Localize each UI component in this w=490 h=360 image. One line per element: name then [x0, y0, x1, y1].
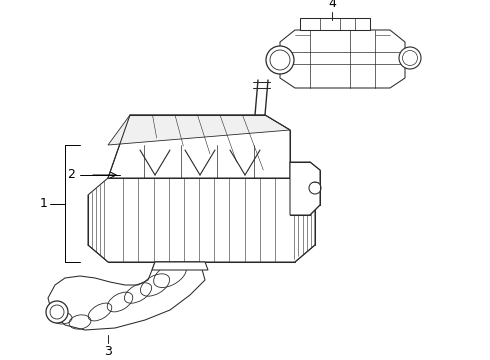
Text: 4: 4: [328, 0, 336, 10]
Ellipse shape: [266, 46, 294, 74]
Text: 3: 3: [104, 345, 112, 358]
Polygon shape: [108, 115, 290, 178]
Polygon shape: [152, 262, 208, 270]
Ellipse shape: [46, 301, 68, 323]
Circle shape: [309, 182, 321, 194]
Polygon shape: [108, 115, 290, 145]
Ellipse shape: [402, 50, 417, 66]
Polygon shape: [290, 162, 320, 215]
Polygon shape: [280, 30, 405, 88]
Polygon shape: [88, 178, 315, 262]
Ellipse shape: [50, 305, 64, 319]
Polygon shape: [48, 262, 205, 330]
Polygon shape: [300, 18, 370, 30]
Text: 1: 1: [40, 197, 48, 210]
Ellipse shape: [399, 47, 421, 69]
Ellipse shape: [270, 50, 290, 70]
Text: 2: 2: [67, 168, 75, 181]
